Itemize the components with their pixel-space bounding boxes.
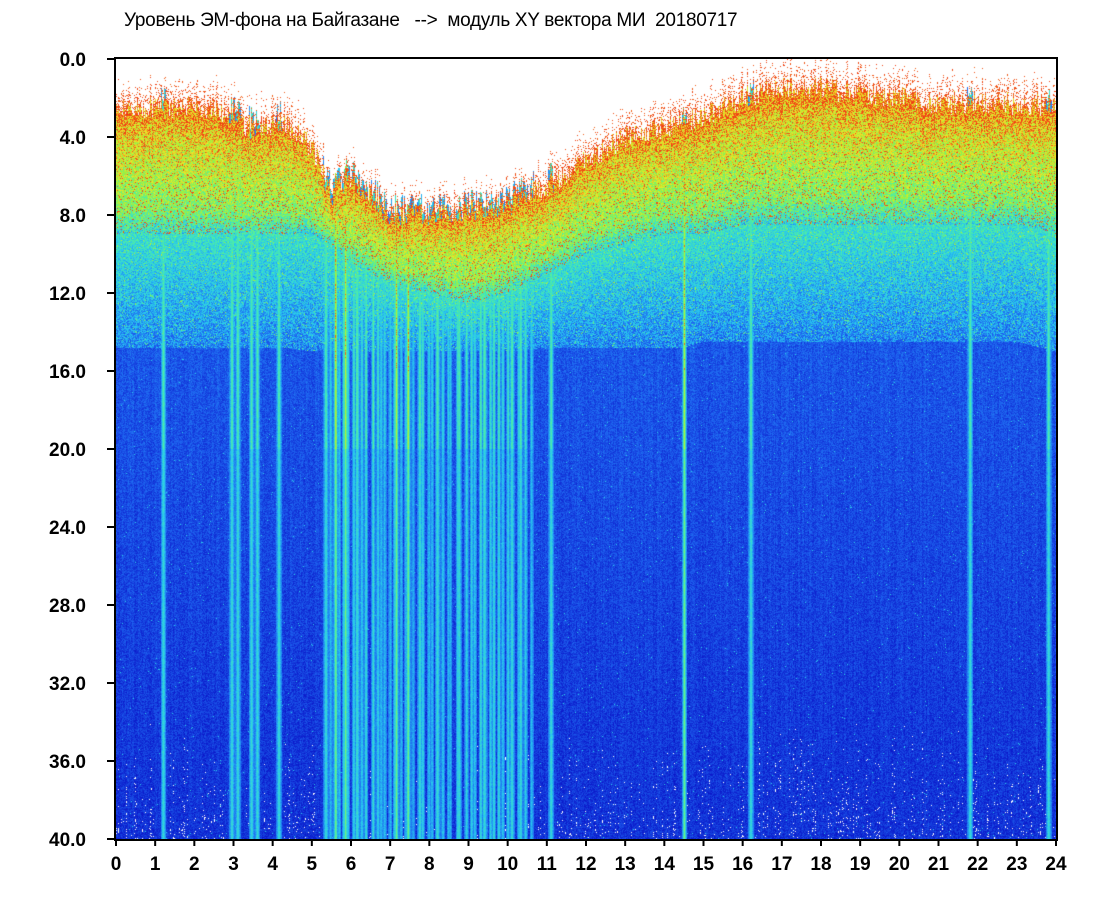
x-tick-label: 23 (1006, 854, 1027, 875)
x-tick-label: 0 (111, 854, 122, 875)
y-tick-label: 8.0 (60, 206, 86, 227)
x-tick-label: 24 (1045, 854, 1067, 875)
x-tick-label: 14 (654, 854, 676, 875)
x-tick-label: 5 (307, 854, 318, 875)
y-tick-label: 40.0 (49, 830, 86, 851)
x-axis: 0 1 2 3 4 5 6 7 8 9 10 11 12 13 14 15 16 17 18 19 20 21 22 23 24 (111, 839, 1067, 875)
x-tick-label: 2 (189, 854, 200, 875)
x-tick-label: 21 (928, 854, 950, 875)
spectrogram-heatmap (116, 59, 1056, 839)
x-tick-label: 22 (967, 854, 988, 875)
x-tick-label: 18 (810, 854, 831, 875)
x-tick-label: 7 (385, 854, 396, 875)
y-tick-label: 12.0 (49, 284, 86, 305)
y-axis: 0.0 4.0 8.0 12.0 16.0 20.0 24.0 28.0 32.0 36.0 40.… (49, 50, 114, 851)
chart-title: Уровень ЭМ-фона на Байгазане --> модуль … (124, 10, 738, 31)
x-tick-label: 17 (771, 854, 792, 875)
x-tick-label: 16 (732, 854, 753, 875)
x-tick-label: 10 (497, 854, 518, 875)
y-tick-label: 32.0 (49, 674, 86, 695)
x-tick-label: 3 (228, 854, 239, 875)
y-tick-label: 36.0 (49, 752, 86, 773)
y-tick-label: 28.0 (49, 596, 86, 617)
x-tick-label: 13 (615, 854, 636, 875)
plot-area (114, 57, 1058, 841)
x-tick-label: 19 (850, 854, 871, 875)
x-tick-label: 1 (150, 854, 161, 875)
y-tick-label: 20.0 (49, 440, 86, 461)
x-tick-label: 4 (267, 854, 278, 875)
x-tick-label: 6 (346, 854, 357, 875)
x-tick-label: 15 (693, 854, 715, 875)
y-tick-label: 16.0 (49, 362, 86, 383)
x-tick-label: 9 (463, 854, 474, 875)
x-tick-label: 8 (424, 854, 435, 875)
y-tick-label: 0.0 (60, 50, 86, 71)
y-tick-label: 24.0 (49, 518, 86, 539)
x-tick-label: 20 (889, 854, 910, 875)
x-tick-label: 11 (537, 854, 558, 875)
y-tick-label: 4.0 (60, 128, 86, 149)
x-tick-label: 12 (575, 854, 596, 875)
